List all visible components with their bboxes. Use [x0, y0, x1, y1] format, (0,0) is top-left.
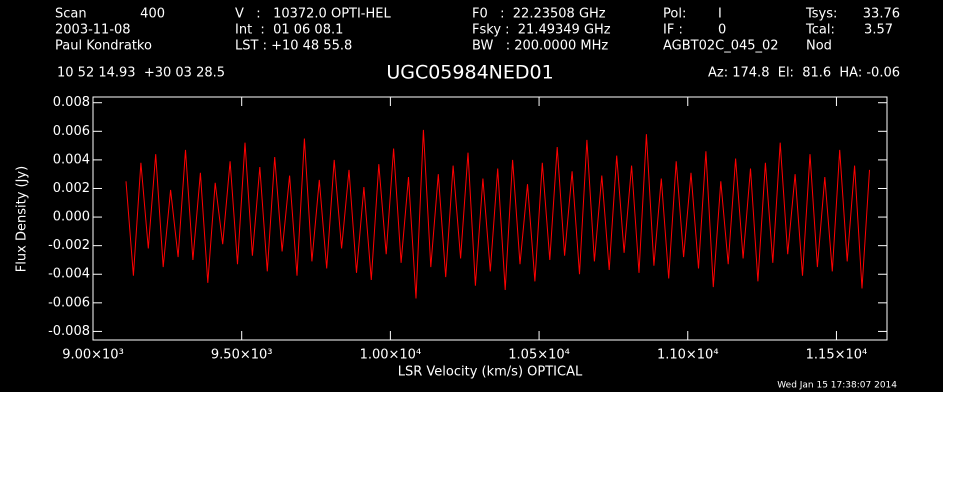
y-tick-label: 0.004 [53, 152, 90, 167]
header-text: 3.57 [864, 23, 893, 38]
header-text: Fsky : 21.49349 GHz [472, 23, 611, 38]
header-text: 0 [718, 23, 726, 38]
y-tick-label: -0.002 [48, 238, 90, 253]
header-text: Tsys: [805, 7, 837, 22]
header-text: Int : 01 06 08.1 [235, 23, 343, 38]
header-text: 10 52 14.93 +30 03 28.5 [57, 66, 225, 81]
x-tick-label: 9.00×10³ [62, 348, 124, 363]
header-text: 400 [140, 7, 165, 22]
y-tick-label: 0.008 [53, 95, 90, 110]
header-text: AGBT02C_045_02 [663, 39, 779, 54]
header-text: I [718, 7, 722, 22]
header-text: IF : [663, 23, 683, 38]
x-tick-label: 1.10×10⁴ [657, 348, 719, 363]
plot-background [0, 0, 943, 392]
y-tick-label: 0.006 [53, 124, 90, 139]
timestamp: Wed Jan 15 17:38:07 2014 [777, 381, 897, 391]
x-axis-label: LSR Velocity (km/s) OPTICAL [398, 365, 583, 380]
x-tick-label: 1.15×10⁴ [806, 348, 868, 363]
y-tick-label: -0.008 [48, 324, 90, 339]
header-text: 33.76 [863, 7, 900, 22]
header-text: Scan [55, 7, 87, 22]
x-tick-label: 1.00×10⁴ [360, 348, 422, 363]
header-text: F0 : 22.23508 GHz [472, 7, 606, 22]
header-text: LST : +10 48 55.8 [235, 39, 352, 54]
y-tick-label: -0.006 [48, 295, 90, 310]
y-axis-label: Flux Density (Jy) [15, 166, 30, 272]
header-text: V : 10372.0 OPTI-HEL [235, 7, 391, 22]
header-text: Pol: [663, 7, 686, 22]
header-text: 2003-11-08 [55, 23, 131, 38]
axis-box [92, 96, 888, 341]
header-text: Paul Kondratko [55, 39, 152, 54]
header-text: BW : 200.0000 MHz [472, 39, 608, 54]
chart-title: UGC05984NED01 [386, 62, 553, 84]
y-tick-label: -0.004 [48, 267, 90, 282]
x-tick-label: 9.50×10³ [211, 348, 273, 363]
header-text: Tcal: [805, 23, 835, 38]
spectrum-line [125, 129, 870, 299]
header-text: Nod [806, 39, 832, 54]
y-tick-label: 0.000 [53, 210, 90, 225]
header-text: Az: 174.8 El: 81.6 HA: -0.06 [708, 66, 900, 81]
x-tick-label: 1.05×10⁴ [508, 348, 570, 363]
y-tick-label: 0.002 [53, 181, 90, 196]
